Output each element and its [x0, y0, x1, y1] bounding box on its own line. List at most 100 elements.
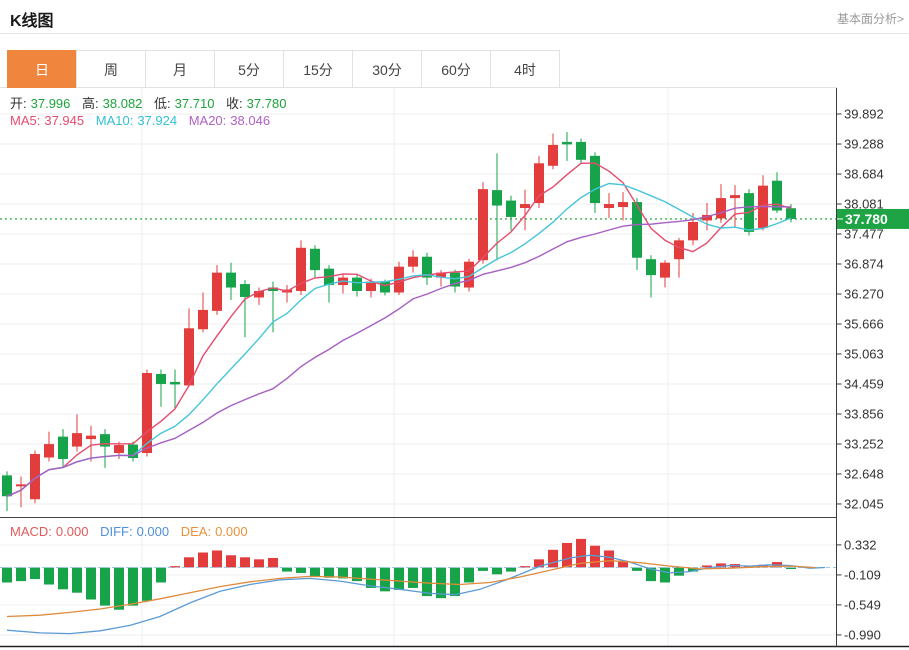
macd-bar[interactable]: [646, 567, 656, 582]
macd-bar[interactable]: [282, 567, 292, 572]
macd-bar[interactable]: [688, 567, 698, 572]
macd-bar[interactable]: [212, 550, 222, 568]
candle[interactable]: [142, 373, 152, 454]
candle[interactable]: [72, 433, 82, 447]
macd-bar[interactable]: [16, 567, 26, 582]
tab-period-1[interactable]: 周: [76, 50, 146, 88]
macd-bar[interactable]: [72, 567, 82, 593]
macd-bar[interactable]: [632, 567, 642, 571]
macd-bar[interactable]: [674, 567, 684, 576]
tab-period-2[interactable]: 月: [145, 50, 215, 88]
macd-bar[interactable]: [716, 563, 726, 568]
macd-bar[interactable]: [534, 559, 544, 568]
candle[interactable]: [492, 190, 502, 206]
candle[interactable]: [226, 272, 236, 288]
candle[interactable]: [422, 256, 432, 278]
candle[interactable]: [450, 272, 460, 287]
candle[interactable]: [44, 444, 54, 458]
macd-bar[interactable]: [114, 567, 124, 610]
macd-bar[interactable]: [450, 567, 460, 597]
macd-bar[interactable]: [44, 567, 54, 585]
macd-bar[interactable]: [2, 567, 12, 583]
macd-bar[interactable]: [380, 567, 390, 592]
candle[interactable]: [520, 204, 530, 209]
macd-bar[interactable]: [296, 567, 306, 573]
candle[interactable]: [632, 202, 642, 258]
macd-bar[interactable]: [422, 567, 432, 597]
macd-bar[interactable]: [506, 567, 516, 572]
candle[interactable]: [772, 180, 782, 211]
macd-bar[interactable]: [478, 567, 488, 571]
candle[interactable]: [688, 221, 698, 241]
macd-bar[interactable]: [618, 560, 628, 568]
macd-bar[interactable]: [702, 565, 712, 568]
candle[interactable]: [674, 240, 684, 260]
candle[interactable]: [548, 144, 558, 166]
macd-bar[interactable]: [170, 566, 180, 568]
candle[interactable]: [86, 435, 96, 440]
macd-bar[interactable]: [30, 567, 40, 580]
macd-bar[interactable]: [198, 552, 208, 568]
candle[interactable]: [268, 287, 278, 292]
candle[interactable]: [534, 163, 544, 204]
macd-bar[interactable]: [156, 567, 166, 583]
tab-period-5[interactable]: 30分: [352, 50, 422, 88]
macd-bar[interactable]: [254, 559, 264, 568]
macd-bar[interactable]: [464, 567, 474, 583]
macd-bar[interactable]: [590, 545, 600, 568]
macd-bar[interactable]: [436, 567, 446, 599]
candle[interactable]: [786, 208, 796, 219]
candle[interactable]: [114, 445, 124, 454]
macd-bar[interactable]: [226, 555, 236, 568]
macd-bar[interactable]: [394, 567, 404, 590]
candle[interactable]: [618, 202, 628, 208]
macd-bar[interactable]: [268, 557, 278, 568]
macd-bar[interactable]: [310, 567, 320, 577]
candle[interactable]: [576, 141, 586, 160]
candle[interactable]: [436, 272, 446, 278]
macd-bar[interactable]: [324, 567, 334, 578]
macd-bar[interactable]: [240, 557, 250, 568]
macd-bar[interactable]: [142, 567, 152, 601]
candle[interactable]: [30, 454, 40, 500]
macd-bar[interactable]: [576, 538, 586, 568]
macd-bar[interactable]: [128, 567, 138, 606]
candle[interactable]: [408, 256, 418, 267]
macd-bar[interactable]: [100, 567, 110, 606]
candle[interactable]: [184, 328, 194, 386]
macd-bar[interactable]: [562, 542, 572, 568]
tab-period-4[interactable]: 15分: [283, 50, 353, 88]
candle[interactable]: [170, 381, 180, 385]
macd-bar[interactable]: [86, 567, 96, 600]
candle[interactable]: [562, 141, 572, 145]
fundamental-analysis-link[interactable]: 基本面分析>: [836, 12, 904, 26]
macd-bar[interactable]: [408, 567, 418, 588]
candle[interactable]: [2, 475, 12, 497]
candle[interactable]: [156, 374, 166, 384]
candle[interactable]: [646, 259, 656, 276]
candle[interactable]: [128, 444, 138, 458]
tab-period-0[interactable]: 日: [7, 50, 77, 88]
candle[interactable]: [366, 281, 376, 292]
candle[interactable]: [212, 272, 222, 311]
candle[interactable]: [58, 436, 68, 459]
candle[interactable]: [240, 284, 250, 297]
candle[interactable]: [352, 277, 362, 292]
candle[interactable]: [660, 262, 670, 278]
candle[interactable]: [100, 434, 110, 447]
macd-bar[interactable]: [604, 550, 614, 568]
macd-bar[interactable]: [58, 567, 68, 590]
candle[interactable]: [198, 309, 208, 330]
tab-period-7[interactable]: 4时: [490, 50, 560, 88]
candle[interactable]: [506, 200, 516, 217]
candle[interactable]: [604, 204, 614, 209]
candle[interactable]: [16, 484, 26, 487]
macd-bar[interactable]: [548, 549, 558, 568]
candle[interactable]: [380, 281, 390, 293]
macd-bar[interactable]: [492, 567, 502, 575]
candle[interactable]: [730, 195, 740, 199]
candle[interactable]: [296, 247, 306, 292]
macd-bar[interactable]: [660, 567, 670, 583]
macd-bar[interactable]: [520, 566, 530, 568]
candle[interactable]: [716, 198, 726, 219]
